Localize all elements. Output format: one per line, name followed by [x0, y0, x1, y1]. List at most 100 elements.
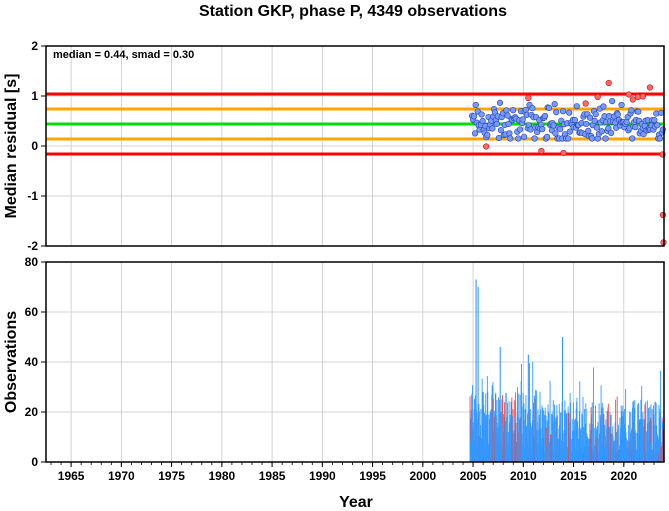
- residual-point: [497, 127, 504, 134]
- year-x-label: Year: [339, 494, 373, 511]
- residual-point: [600, 103, 607, 110]
- year-x-ticks: 1965 1970 1975 1980 1985 1990 1995 2000 2005 2010…: [50, 462, 655, 483]
- residual-point: [605, 125, 612, 132]
- residual-point: [659, 126, 666, 133]
- residual-point: [484, 131, 491, 139]
- chart-title: Station GKP, phase P, 4349 observations: [199, 3, 507, 20]
- observations-panel: 80 60 40 20 0 1965 1970 1975 1980 1985 1990 1995 20…: [3, 255, 665, 511]
- residual-point: [545, 104, 553, 112]
- outlier-point: [560, 149, 567, 157]
- observations-y-label: Observations: [3, 311, 20, 413]
- residual-point: [543, 133, 551, 140]
- residual-point: [539, 126, 546, 133]
- residual-point: [472, 101, 479, 109]
- y-tick-label: -2: [27, 239, 38, 253]
- residual-point: [651, 117, 658, 124]
- stats-annotation: median = 0.44, smad = 0.30: [53, 49, 194, 61]
- residual-point: [510, 107, 517, 114]
- observations-grid: [46, 261, 664, 463]
- outlier-point: [659, 211, 667, 219]
- residual-point: [623, 119, 630, 126]
- x-tick-label: 2020: [610, 469, 637, 483]
- residual-point: [566, 109, 573, 116]
- y-tick-label: -1: [27, 189, 38, 203]
- residual-point: [571, 116, 578, 124]
- x-tick-label: 1965: [58, 469, 85, 483]
- residual-point: [585, 127, 592, 134]
- residual-point: [573, 103, 580, 110]
- residual-point: [529, 105, 536, 112]
- outlier-point: [582, 100, 589, 107]
- outlier-point: [646, 84, 654, 91]
- y-tick-label: 1: [31, 89, 38, 103]
- residual-y-label: Median residual [s]: [3, 74, 20, 219]
- residual-point: [471, 130, 479, 137]
- residual-point: [519, 116, 526, 123]
- residual-point: [608, 129, 615, 136]
- x-tick-label: 1970: [108, 469, 135, 483]
- residual-point: [632, 124, 639, 131]
- residual-point: [470, 113, 478, 120]
- residual-point: [629, 135, 636, 142]
- residual-point: [565, 135, 572, 142]
- residual-point: [541, 112, 549, 120]
- outlier-point: [538, 147, 545, 155]
- residual-point: [591, 117, 598, 124]
- residual-point: [654, 122, 661, 129]
- residual-point: [515, 135, 522, 142]
- residual-point: [495, 134, 502, 142]
- residual-point: [609, 98, 616, 105]
- y-tick-label: 40: [25, 355, 39, 369]
- residual-point: [606, 112, 613, 120]
- residual-grid: [46, 45, 664, 247]
- residual-point: [566, 128, 573, 135]
- residual-point: [507, 135, 514, 142]
- observation-bars: [469, 279, 664, 462]
- residual-point: [551, 101, 558, 108]
- residual-point: [635, 108, 642, 115]
- residual-point: [506, 130, 513, 137]
- residual-point: [496, 99, 504, 106]
- x-tick-label: 1985: [259, 469, 286, 483]
- residual-point: [479, 117, 486, 125]
- x-tick-label: 1975: [158, 469, 185, 483]
- residual-point: [586, 114, 594, 121]
- outlier-point: [629, 96, 636, 103]
- residual-point: [583, 120, 590, 128]
- x-tick-label: 1980: [209, 469, 236, 483]
- residual-points: [469, 79, 667, 246]
- outlier-point: [594, 93, 601, 101]
- x-tick-label: 2005: [460, 469, 487, 483]
- y-tick-label: 60: [25, 305, 39, 319]
- x-tick-label: 2015: [560, 469, 587, 483]
- residual-point: [602, 135, 609, 142]
- residual-point: [588, 135, 596, 142]
- residual-panel: 2 1 0 -1 -2 median = 0.44, smad = 0.30 Media…: [3, 39, 667, 253]
- residual-point: [614, 111, 621, 118]
- residual-point: [521, 133, 528, 140]
- outlier-point: [639, 93, 646, 100]
- residual-point: [592, 111, 599, 118]
- observations-y-ticks: 80 60 40 20 0: [25, 255, 46, 469]
- y-tick-label: 80: [25, 255, 39, 269]
- x-tick-label: 1990: [309, 469, 336, 483]
- residual-point: [503, 107, 510, 114]
- y-tick-label: 20: [25, 405, 39, 419]
- outlier-point: [605, 79, 612, 87]
- y-tick-label: 0: [31, 455, 38, 469]
- residual-point: [531, 135, 538, 142]
- x-tick-label: 2010: [510, 469, 537, 483]
- residual-point: [505, 120, 512, 128]
- residual-point: [618, 101, 625, 109]
- residual-point: [504, 112, 511, 119]
- residual-point: [628, 107, 635, 114]
- residual-point: [516, 126, 524, 133]
- residual-point: [657, 109, 665, 116]
- residual-point: [489, 125, 496, 132]
- outlier-point: [483, 143, 490, 150]
- residual-point: [493, 120, 500, 128]
- y-tick-label: 0: [31, 139, 38, 153]
- residual-point: [593, 124, 600, 131]
- residual-point: [478, 111, 485, 118]
